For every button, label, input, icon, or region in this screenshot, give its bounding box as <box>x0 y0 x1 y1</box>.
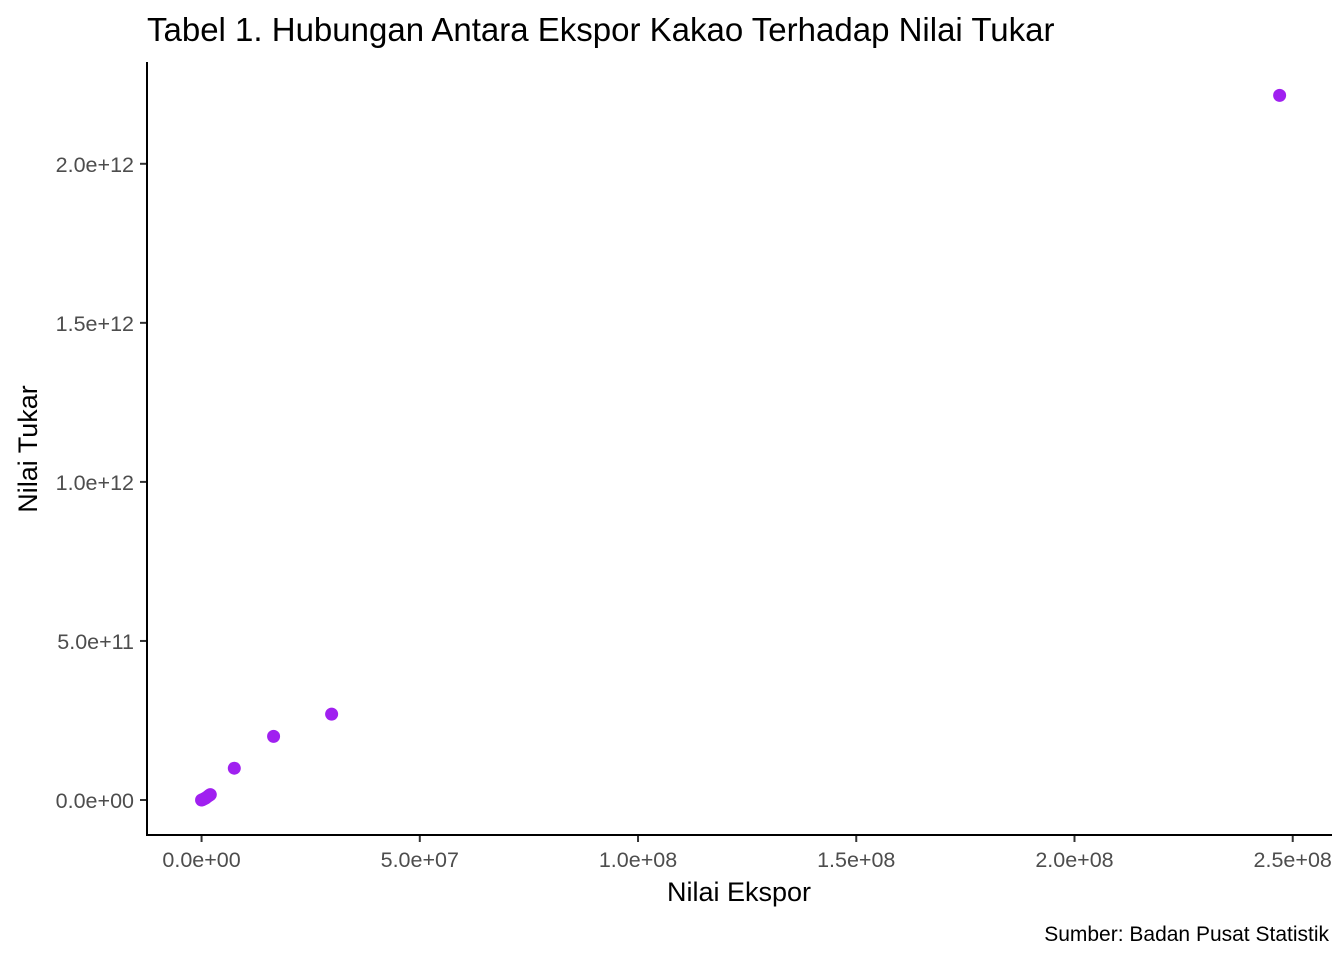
y-tick-label: 5.0e+11 <box>57 630 134 654</box>
y-tick-label: 1.5e+12 <box>56 312 134 336</box>
y-tick-label: 2.0e+12 <box>56 153 134 177</box>
x-tick-label: 1.0e+08 <box>599 848 677 872</box>
x-tick-label: 0.0e+00 <box>162 848 240 872</box>
source-caption: Sumber: Badan Pusat Statistik <box>1044 923 1329 946</box>
data-point <box>1273 88 1287 102</box>
x-axis-ticks: 0.0e+00 5.0e+07 1.0e+08 1.5e+08 2.0e+08 2.5e+… <box>162 835 1332 872</box>
y-axis-title: Nilai Tukar <box>13 385 43 513</box>
data-point <box>227 761 241 775</box>
data-point <box>267 729 281 743</box>
chart-title: Tabel 1. Hubungan Antara Ekspor Kakao Te… <box>147 11 1054 48</box>
y-tick-label: 0.0e+00 <box>56 789 134 813</box>
data-point <box>203 788 217 802</box>
data-point <box>325 707 339 721</box>
y-tick-label: 1.0e+12 <box>56 471 134 495</box>
x-tick-label: 1.5e+08 <box>817 848 895 872</box>
scatter-points <box>195 88 1287 807</box>
x-axis-title: Nilai Ekspor <box>667 877 811 907</box>
y-axis-ticks: 0.0e+00 5.0e+11 1.0e+12 1.5e+12 2.0e+12 <box>56 153 147 813</box>
x-tick-label: 2.0e+08 <box>1035 848 1113 872</box>
x-tick-label: 5.0e+07 <box>381 848 459 872</box>
x-tick-label: 2.5e+08 <box>1254 848 1332 872</box>
